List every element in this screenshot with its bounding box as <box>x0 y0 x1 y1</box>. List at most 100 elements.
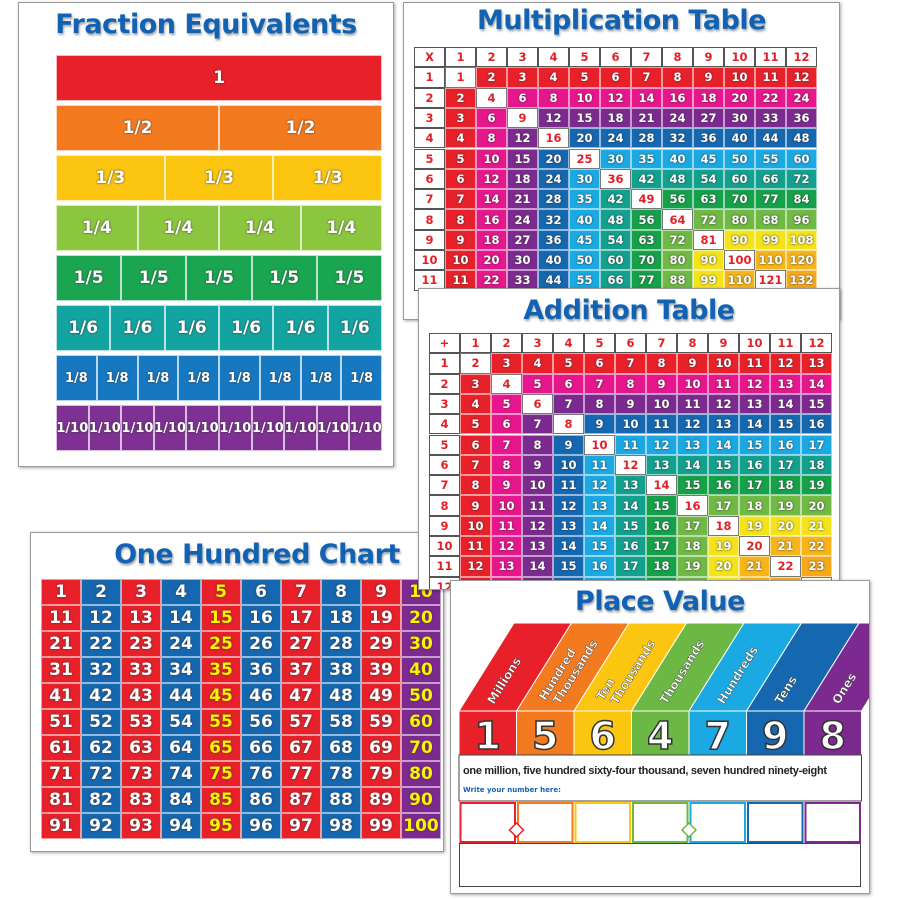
table-cell: 15 <box>646 495 677 516</box>
table-cell: 55 <box>755 148 786 169</box>
table-cell: 21 <box>631 107 662 129</box>
hundred-cell: 31 <box>41 657 81 683</box>
table-cell: 12 <box>677 414 708 435</box>
write-digit-box[interactable] <box>574 802 631 843</box>
table-cell: 13 <box>522 536 553 557</box>
table-cell: 16 <box>615 536 646 557</box>
table-cell: 18 <box>693 87 724 108</box>
table-cell: 16 <box>584 556 615 577</box>
column-header: 8 <box>677 333 708 354</box>
table-cell: 84 <box>786 189 817 210</box>
table-cell: 14 <box>631 87 662 108</box>
table-cell: 14 <box>646 475 677 496</box>
table-cell: 13 <box>708 414 739 435</box>
fraction-bar: 1/5 <box>251 255 317 301</box>
table-cell: 22 <box>770 556 801 577</box>
hundred-cell: 21 <box>41 631 81 657</box>
table-cell: 11 <box>522 495 553 516</box>
table-cell: 50 <box>569 250 600 271</box>
addition-table-poster: Addition Table +1 2 3 4 5 6 7 8 9 10 11 12 1 2 3 4 5 6 7 8 9… <box>418 288 840 590</box>
hundred-cell: 61 <box>41 735 81 761</box>
write-digit-box[interactable] <box>689 802 746 843</box>
column-header: 9 <box>693 47 724 68</box>
fraction-bar: 1/5 <box>186 255 252 301</box>
table-cell: 60 <box>600 250 631 271</box>
table-cell: 56 <box>662 189 693 210</box>
table-cell: 72 <box>693 209 724 230</box>
hundred-cell: 93 <box>121 813 161 839</box>
table-cell: 22 <box>801 536 832 557</box>
column-header: 1 <box>460 333 491 354</box>
hundred-cell: 51 <box>41 709 81 735</box>
table-cell: 10 <box>724 67 755 88</box>
row-header: 11 <box>414 270 445 291</box>
fraction-bar: 1/10 <box>284 405 317 451</box>
table-cell: 12 <box>584 475 615 496</box>
table-cell: 36 <box>600 168 631 190</box>
table-cell: 12 <box>491 536 522 557</box>
write-digit-box[interactable] <box>632 802 689 843</box>
write-digit-box[interactable] <box>517 802 574 843</box>
table-cell: 8 <box>538 87 569 108</box>
table-cell: 64 <box>662 209 693 230</box>
table-cell: 4 <box>522 353 553 374</box>
column-header: 1 <box>445 47 476 68</box>
hundred-cell: 45 <box>201 683 241 709</box>
table-cell: 12 <box>460 556 491 577</box>
hundred-cell: 70 <box>401 735 441 761</box>
table-cell: 8 <box>662 67 693 88</box>
fraction-bar: 1/10 <box>186 405 219 451</box>
table-cell: 6 <box>476 107 507 129</box>
table-cell: 13 <box>770 373 801 394</box>
fraction-bar: 1/4 <box>137 205 219 251</box>
hundred-cell: 59 <box>361 709 401 735</box>
table-cell: 44 <box>755 128 786 149</box>
hundred-cell: 58 <box>321 709 361 735</box>
column-header: 5 <box>584 333 615 354</box>
table-cell: 24 <box>786 87 817 108</box>
table-cell: 11 <box>615 434 646 455</box>
hundred-cell: 67 <box>281 735 321 761</box>
table-cell: 15 <box>569 107 600 129</box>
hundred-cell: 71 <box>41 761 81 787</box>
table-cell: 66 <box>755 168 786 190</box>
place-digit: 7 <box>705 714 731 758</box>
table-cell: 40 <box>569 209 600 230</box>
table-cell: 18 <box>507 168 538 190</box>
fraction-bar: 1/6 <box>273 305 328 351</box>
table-cell: 6 <box>507 87 538 108</box>
row-header: 4 <box>429 414 460 435</box>
table-cell: 72 <box>786 168 817 190</box>
table-cell: 10 <box>615 414 646 435</box>
fraction-title: Fraction Equivalents <box>55 9 357 40</box>
fraction-bar: 1/8 <box>56 355 97 401</box>
write-digit-box[interactable] <box>804 802 861 843</box>
hundred-cell: 19 <box>361 605 401 631</box>
table-cell: 13 <box>646 454 677 476</box>
table-cell: 15 <box>677 475 708 496</box>
hundred-cell: 32 <box>81 657 121 683</box>
table-cell: 4 <box>491 373 522 394</box>
row-header: 10 <box>429 536 460 557</box>
table-cell: 17 <box>770 454 801 476</box>
table-cell: 21 <box>801 515 832 536</box>
write-digit-box[interactable] <box>747 802 804 843</box>
fraction-bar: 1/8 <box>137 355 179 401</box>
write-number-area[interactable] <box>459 843 861 887</box>
row-header: 8 <box>429 495 460 516</box>
hundred-cell: 30 <box>401 631 441 657</box>
table-cell: 35 <box>569 189 600 210</box>
fraction-bar: 1/3 <box>164 155 274 201</box>
table-cell: 9 <box>693 67 724 88</box>
write-digit-box[interactable] <box>459 802 516 843</box>
table-cell: 5 <box>553 353 584 374</box>
hundred-cell: 25 <box>201 631 241 657</box>
hundred-cell: 78 <box>321 761 361 787</box>
table-cell: 25 <box>569 148 600 169</box>
table-cell: 5 <box>522 373 553 394</box>
hundred-cell: 36 <box>241 657 281 683</box>
table-cell: 60 <box>786 148 817 169</box>
table-cell: 10 <box>476 148 507 169</box>
hundred-cell: 84 <box>161 787 201 813</box>
table-cell: 88 <box>755 209 786 230</box>
